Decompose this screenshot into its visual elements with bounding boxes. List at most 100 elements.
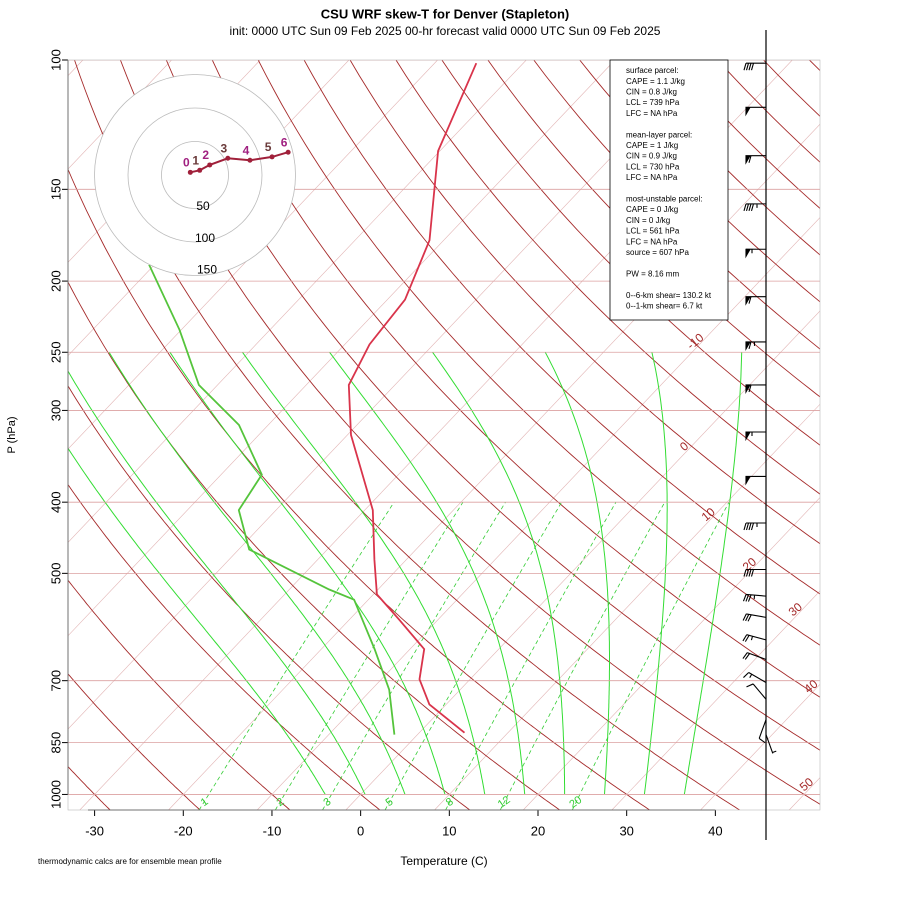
wind-barb <box>745 248 767 259</box>
hodograph-ring-label: 50 <box>196 199 210 213</box>
dry-adiabat <box>809 60 820 72</box>
dry-adiabat <box>211 60 820 698</box>
dry-adiabat <box>68 281 560 810</box>
isotherm-label: -10 <box>684 330 707 352</box>
x-tick-label: 10 <box>442 823 456 838</box>
hodograph-height-label: 0 <box>183 155 190 169</box>
dry-adiabat <box>257 60 820 646</box>
x-tick-label: -10 <box>263 823 282 838</box>
dry-adiabat <box>68 385 471 810</box>
dry-adiabat <box>441 60 820 446</box>
mixing-ratio-label: 1 <box>199 796 211 809</box>
parcel-box-line: surface parcel: <box>626 66 678 75</box>
hodograph-ring <box>94 74 296 276</box>
parcel-box-line: CIN = 0 J/kg <box>626 216 670 225</box>
wind-barb <box>743 62 767 71</box>
x-axis-title: Temperature (C) <box>400 854 487 868</box>
mixing-ratio-line <box>274 501 464 810</box>
dry-adiabat <box>68 579 291 810</box>
profile-line <box>148 264 396 735</box>
chart-title: CSU WRF skew-T for Denver (Stapleton) <box>321 6 569 21</box>
profile-line <box>347 62 478 734</box>
y-tick-label: 300 <box>48 400 63 422</box>
wind-barb <box>758 719 767 744</box>
moist-adiabat <box>68 447 326 795</box>
plot-area <box>68 60 900 810</box>
isotherm <box>256 217 820 810</box>
dry-adiabat <box>763 60 820 117</box>
hodograph-point <box>187 169 193 175</box>
hodograph-point <box>207 162 213 168</box>
dry-adiabat <box>68 673 201 810</box>
moist-adiabat <box>683 352 743 795</box>
parcel-box-line: source = 607 hPa <box>626 248 689 257</box>
x-tick-label: 20 <box>531 823 545 838</box>
isotherm <box>522 497 820 810</box>
parcel-box-line: most-unstable parcel: <box>626 195 702 204</box>
plot-frame <box>67 59 821 811</box>
wind-barb <box>742 652 767 660</box>
dry-adiabat <box>855 60 900 810</box>
wind-barb <box>743 672 767 683</box>
parcel-box-line: CAPE = 1 J/kg <box>626 141 678 150</box>
y-axis-title: P (hPa) <box>6 416 18 453</box>
wind-barb <box>745 431 767 442</box>
chart-subtitle: init: 0000 UTC Sun 09 Feb 2025 00-hr for… <box>230 24 661 38</box>
parcel-box-line: LCL = 730 hPa <box>626 162 680 171</box>
parcel-box <box>609 59 729 321</box>
y-tick-label: 500 <box>48 562 63 584</box>
wind-barb <box>742 634 767 642</box>
wind-barb <box>746 683 767 700</box>
footnote: thermodynamic calcs are for ensemble mea… <box>38 857 222 866</box>
hodograph-height-label: 1 <box>192 153 199 167</box>
x-tick-label: 40 <box>708 823 722 838</box>
mixing-ratio-label: 8 <box>444 796 456 809</box>
moist-adiabat <box>329 352 526 795</box>
hodograph-height-label: 4 <box>243 143 250 157</box>
y-tick-label: 1000 <box>48 780 63 809</box>
wind-barb <box>743 522 767 531</box>
x-tick-label: 0 <box>357 823 364 838</box>
dry-adiabat <box>395 60 820 495</box>
wind-barb <box>745 341 767 351</box>
isotherm <box>68 60 616 637</box>
hodograph-point <box>247 157 253 163</box>
x-tick-label: -30 <box>85 823 104 838</box>
moist-adiabat <box>544 352 610 795</box>
isotherm <box>434 403 820 810</box>
mixing-ratio-label: 3 <box>322 796 334 809</box>
parcel-box-line: LCL = 739 hPa <box>626 98 680 107</box>
wind-barb <box>745 475 767 486</box>
hodograph-ring-label: 150 <box>197 263 217 277</box>
dry-adiabat <box>717 60 820 163</box>
y-tick-label: 150 <box>48 178 63 200</box>
moist-adiabat <box>169 352 446 795</box>
moist-adiabat <box>432 352 566 795</box>
wind-barb <box>743 203 767 212</box>
mixing-ratio-line <box>198 501 395 810</box>
dry-adiabat <box>487 60 820 398</box>
moist-adiabat <box>643 352 668 795</box>
parcel-box-line: LCL = 561 hPa <box>626 227 680 236</box>
wind-barb <box>765 734 777 754</box>
isotherm <box>611 590 820 810</box>
mixing-ratio-label: 2 <box>275 796 287 809</box>
y-tick-label: 400 <box>48 491 63 513</box>
parcel-box-line: CAPE = 1.1 J/kg <box>626 77 685 86</box>
hodograph-point <box>225 155 231 161</box>
parcel-box-line: LFC = NA hPa <box>626 237 678 246</box>
hodograph-point <box>197 167 203 173</box>
isotherm <box>168 123 820 810</box>
dry-adiabat <box>349 60 820 545</box>
parcel-box-line: CIN = 0.9 J/kg <box>626 152 677 161</box>
x-tick-label: 30 <box>619 823 633 838</box>
wind-barb <box>745 106 767 117</box>
isotherm <box>878 60 900 810</box>
hodograph-height-label: 3 <box>220 141 227 155</box>
isotherm <box>68 60 704 730</box>
wind-barb <box>745 296 767 306</box>
parcel-box-line: LFC = NA hPa <box>626 109 678 118</box>
isotherm <box>345 310 820 810</box>
hodograph-height-label: 6 <box>281 135 288 149</box>
